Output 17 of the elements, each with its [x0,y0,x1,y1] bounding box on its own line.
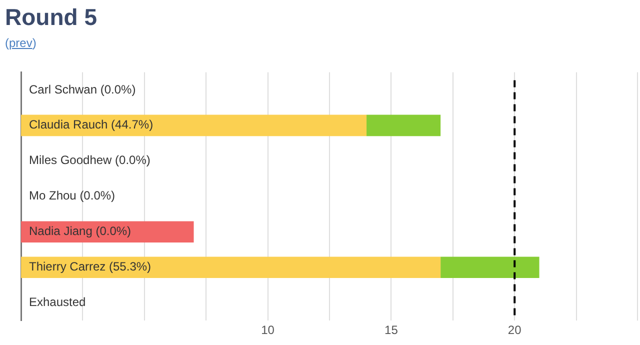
x-tick-label: 15 [384,323,398,338]
y-tick-label: Claudia Rauch (44.7%) [29,118,154,132]
bar [440,256,540,278]
x-tick-label: 10 [261,323,275,338]
bar [21,256,441,278]
y-tick-label: Carl Schwan (0.0%) [29,82,136,96]
y-tick-label: Exhausted [29,295,86,310]
x-tick-label: 20 [508,323,522,338]
y-tick-label: Nadia Jiang (0.0%) [29,224,132,238]
bar [366,114,441,136]
y-tick-label: Thierry Carrez (55.3%) [29,260,152,274]
y-tick-label: Miles Goodhew (0.0%) [29,153,150,168]
bar [21,221,194,243]
chart-subtitle: (prev) [5,36,36,50]
y-tick-label: Mo Zhou (0.0%) [29,188,116,203]
bar [21,114,367,136]
chart-title: Round 5 [5,4,97,31]
